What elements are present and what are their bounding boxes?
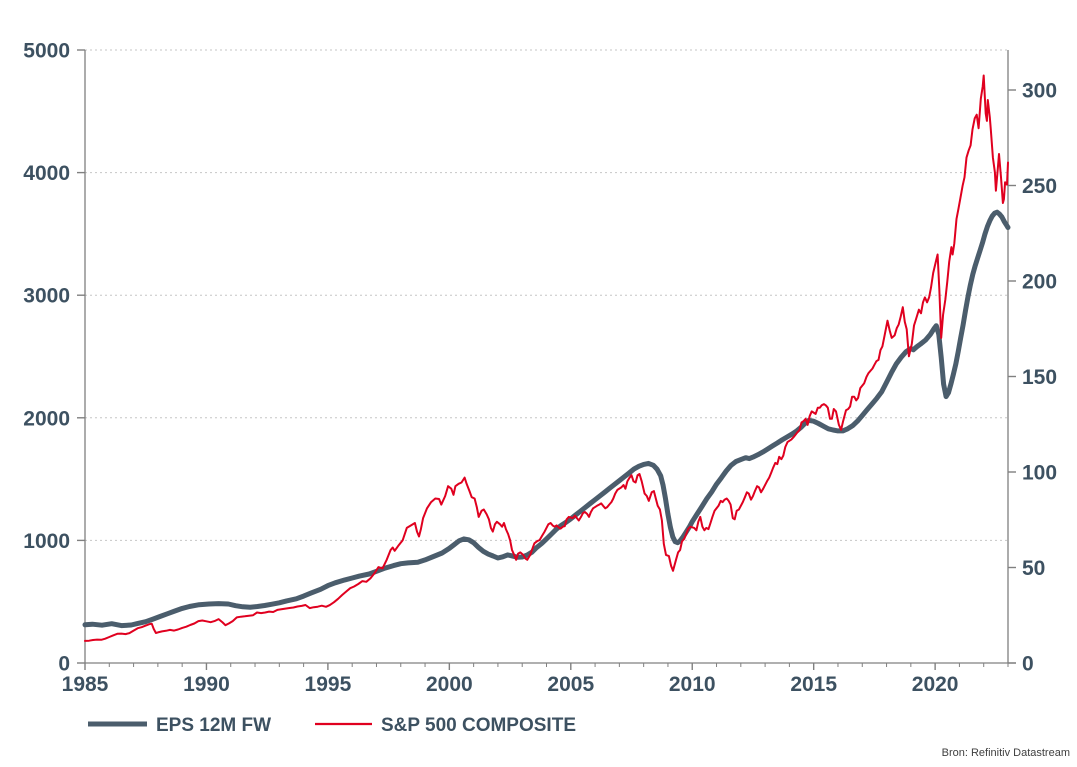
x-tick-label: 2005 <box>547 673 594 696</box>
left-tick-label: 4000 <box>23 162 70 185</box>
x-tick-label: 2020 <box>912 673 959 696</box>
x-tick-label: 1990 <box>183 673 230 696</box>
legend-label-eps: EPS 12M FW <box>156 715 271 736</box>
x-tick-label: 1995 <box>305 673 352 696</box>
right-tick-label: 100 <box>1022 462 1057 485</box>
right-tick-label: 50 <box>1022 557 1045 580</box>
left-tick-label: 3000 <box>23 285 70 308</box>
right-tick-label: 0 <box>1022 653 1034 676</box>
left-tick-label: 5000 <box>23 40 70 63</box>
x-tick-label: 2000 <box>426 673 473 696</box>
right-tick-label: 250 <box>1022 175 1057 198</box>
right-tick-label: 200 <box>1022 271 1057 294</box>
series-line-0 <box>82 209 1011 629</box>
source-note: Bron: Refinitiv Datastream <box>942 747 1070 759</box>
right-tick-label: 150 <box>1022 366 1057 389</box>
axis-tick-labels: 1985 1990 1995 2000 2005 2010 2015 202001000200… <box>23 40 1057 697</box>
gridlines <box>85 49 1008 541</box>
left-tick-label: 2000 <box>23 407 70 430</box>
legend-label-sp500: S&P 500 COMPOSITE <box>381 715 576 736</box>
left-tick-label: 0 <box>58 653 70 676</box>
right-tick-label: 300 <box>1022 80 1057 103</box>
x-tick-label: 2010 <box>669 673 716 696</box>
series-line-1 <box>84 74 1009 642</box>
left-tick-label: 1000 <box>23 530 70 553</box>
x-tick-label: 1985 <box>62 673 109 696</box>
series-lines <box>82 74 1011 642</box>
legend: EPS 12M FW S&P 500 COMPOSITE <box>88 715 576 736</box>
axes <box>77 49 1016 670</box>
x-tick-label: 2015 <box>790 673 837 696</box>
